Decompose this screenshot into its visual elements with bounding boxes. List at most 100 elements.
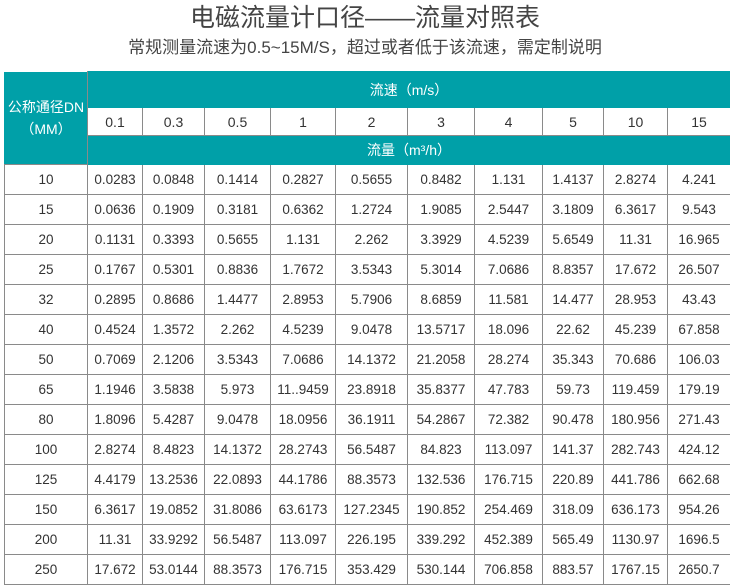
flow-cell: 1.1946 xyxy=(87,374,143,405)
flow-cell: 1.4477 xyxy=(204,284,271,315)
flow-cell: 28.953 xyxy=(603,284,668,315)
flow-cell: 0.3181 xyxy=(204,194,271,225)
dn-cell: 20 xyxy=(4,224,88,255)
flow-cell: 8.6859 xyxy=(407,284,475,315)
flow-cell: 90.478 xyxy=(542,404,604,435)
dn-header-line1: 公称通径DN xyxy=(7,99,85,115)
flow-cell: 84.823 xyxy=(407,434,475,465)
flow-cell: 2.8274 xyxy=(87,434,143,465)
flow-cell: 254.469 xyxy=(474,494,543,525)
flow-cell: 954.26 xyxy=(666,494,730,525)
flow-cell: 47.783 xyxy=(474,374,543,405)
table-row: 200 11.31 33.9292 56.5487 113.097 226.195 339.… xyxy=(4,524,730,555)
flow-cell: 21.2058 xyxy=(407,344,475,375)
flow-cell: 1.131 xyxy=(474,164,543,195)
velocity-cell: 0.1 xyxy=(87,107,143,136)
flow-cell: 282.743 xyxy=(603,434,668,465)
flow-cell: 883.57 xyxy=(542,554,604,585)
flow-cell: 35.343 xyxy=(542,344,604,375)
flow-cell: 4.4179 xyxy=(87,464,143,495)
table-row: 250 17.672 53.0144 88.3573 176.715 353.429 530… xyxy=(4,554,730,585)
table-row: 50 0.7069 2.1206 3.5343 7.0686 14.1372 21.2058… xyxy=(4,344,730,375)
flow-cell: 54.2867 xyxy=(407,404,475,435)
table-row: 10 0.0283 0.0848 0.1414 0.2827 0.5655 0.8482 1.… xyxy=(4,164,730,195)
dn-cell: 50 xyxy=(4,344,88,375)
flow-cell: 0.3393 xyxy=(142,224,205,255)
flow-cell: 11.31 xyxy=(87,524,143,555)
flow-cell: 28.2743 xyxy=(270,434,336,465)
flow-cell: 127.2345 xyxy=(335,494,408,525)
flow-cell: 59.73 xyxy=(542,374,604,405)
flow-cell: 13.5717 xyxy=(407,314,475,345)
flow-cell: 4.5239 xyxy=(474,224,543,255)
flow-cell: 33.9292 xyxy=(142,524,205,555)
flow-cell: 141.37 xyxy=(542,434,604,465)
flow-cell: 11..9459 xyxy=(270,374,336,405)
flow-cell: 17.672 xyxy=(87,554,143,585)
velocity-header: 流速（m/s） xyxy=(86,71,730,108)
flow-cell: 5.7906 xyxy=(335,284,408,315)
flow-cell: 0.2827 xyxy=(270,164,336,195)
flow-cell: 16.965 xyxy=(666,224,730,255)
flow-cell: 106.03 xyxy=(666,344,730,375)
table-row: 80 1.8096 5.4287 9.0478 18.0956 36.1911 54.286… xyxy=(4,404,730,435)
flow-cell: 7.0686 xyxy=(474,254,543,285)
flow-cell: 0.1909 xyxy=(142,194,205,225)
flow-cell: 18.096 xyxy=(474,314,543,345)
table-row: 125 4.4179 13.2536 22.0893 44.1786 88.3573 132… xyxy=(4,464,730,495)
flow-cell: 26.507 xyxy=(666,254,730,285)
flow-cell: 424.12 xyxy=(666,434,730,465)
flow-cell: 31.8086 xyxy=(204,494,271,525)
flow-cell: 88.3573 xyxy=(335,464,408,495)
dn-cell: 65 xyxy=(4,374,88,405)
velocity-cell: 15 xyxy=(666,107,730,136)
flow-cell: 36.1911 xyxy=(335,404,408,435)
flow-cell: 0.0283 xyxy=(87,164,143,195)
flow-cell: 180.956 xyxy=(603,404,668,435)
dn-cell: 40 xyxy=(4,314,88,345)
flow-cell: 14.1372 xyxy=(204,434,271,465)
flow-cell: 56.5487 xyxy=(335,434,408,465)
dn-header-line2: （MM） xyxy=(20,121,72,137)
flow-cell: 19.0852 xyxy=(142,494,205,525)
flow-cell: 1.7672 xyxy=(270,254,336,285)
flow-cell: 2.8274 xyxy=(603,164,668,195)
table-row: 15 0.0636 0.1909 0.3181 0.6362 1.2724 1.9085 2.… xyxy=(4,194,730,225)
flow-cell: 11.31 xyxy=(603,224,668,255)
flow-cell: 2.262 xyxy=(335,224,408,255)
table-row: 25 0.1767 0.5301 0.8836 1.7672 3.5343 5.3014 7.… xyxy=(4,254,730,285)
flow-cell: 13.2536 xyxy=(142,464,205,495)
flow-cell: 11.581 xyxy=(474,284,543,315)
flow-cell: 0.8836 xyxy=(204,254,271,285)
flow-cell: 44.1786 xyxy=(270,464,336,495)
page-subtitle: 常规测量流速为0.5~15M/S，超过或者低于该流速，需定制说明 xyxy=(128,38,602,57)
flow-cell: 1.131 xyxy=(270,224,336,255)
page-title: 电磁流量计口径——流量对照表 xyxy=(189,4,540,32)
flow-cell: 176.715 xyxy=(474,464,543,495)
flow-cell: 0.0636 xyxy=(87,194,143,225)
flow-cell: 132.536 xyxy=(407,464,475,495)
flow-cell: 0.8482 xyxy=(407,164,475,195)
flow-cell: 1130.97 xyxy=(603,524,668,555)
flow-cell: 662.68 xyxy=(666,464,730,495)
flow-comparison-table: 公称通径DN （MM） 流速（m/s） 0.1 0.3 0.5 1 2 3 4 5 10 15 流… xyxy=(4,71,730,585)
velocity-cell: 3 xyxy=(407,107,475,136)
flow-cell: 4.241 xyxy=(666,164,730,195)
flow-cell: 8.8357 xyxy=(542,254,604,285)
flow-cell: 5.4287 xyxy=(142,404,205,435)
flow-cell: 9.0478 xyxy=(204,404,271,435)
flow-cell: 0.1767 xyxy=(87,254,143,285)
flow-cell: 4.5239 xyxy=(270,314,336,345)
flow-cell: 6.3617 xyxy=(603,194,668,225)
flow-cell: 14.1372 xyxy=(335,344,408,375)
flow-cell: 0.5655 xyxy=(335,164,408,195)
dn-cell: 25 xyxy=(4,254,88,285)
flow-cell: 220.89 xyxy=(542,464,604,495)
flow-cell: 14.477 xyxy=(542,284,604,315)
flow-cell: 6.3617 xyxy=(87,494,143,525)
flow-cell: 0.2895 xyxy=(87,284,143,315)
flow-cell: 0.5301 xyxy=(142,254,205,285)
flow-cell: 7.0686 xyxy=(270,344,336,375)
dn-cell: 32 xyxy=(4,284,88,315)
velocity-cell: 10 xyxy=(603,107,668,136)
